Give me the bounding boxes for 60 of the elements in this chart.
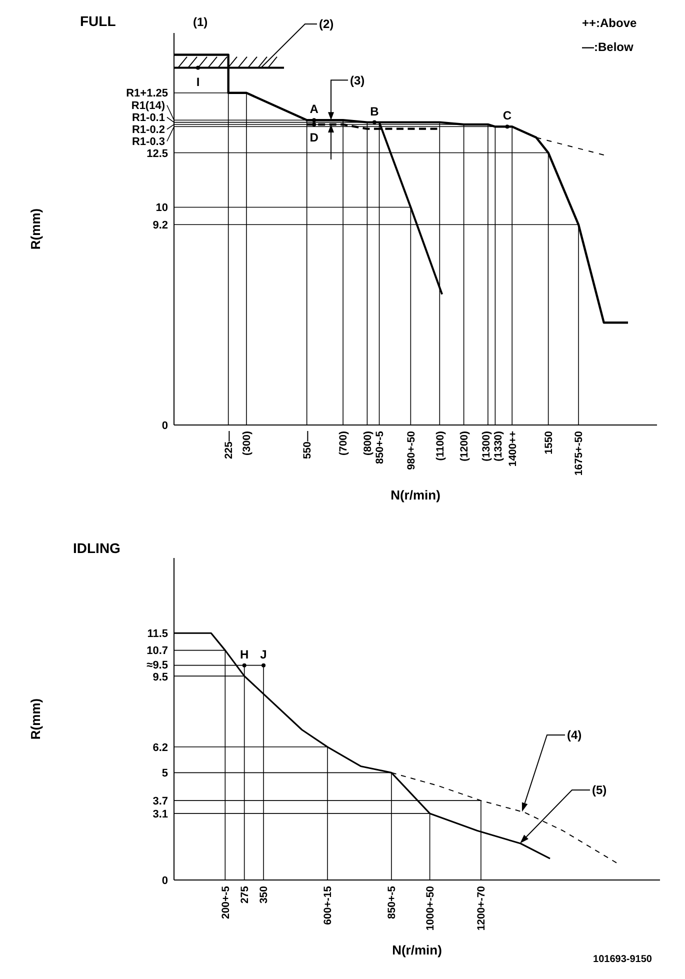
x-tick-label: 1400++ xyxy=(506,431,519,467)
x-tick-label: 600+-15 xyxy=(322,886,334,925)
chart-title: IDLING xyxy=(73,540,121,556)
x-tick-label: (1330) xyxy=(492,431,504,462)
text: 101693-9150 xyxy=(593,954,652,965)
x-tick-label: 1200+-70 xyxy=(476,886,488,931)
ref-line-label: ≈9.5 xyxy=(146,660,168,672)
y-tick-label: 0 xyxy=(162,874,168,887)
y-tick-label: 0 xyxy=(162,420,168,432)
x-tick-label: (700) xyxy=(338,431,350,456)
x-tick-label: 1550 xyxy=(543,430,555,454)
annotation: D xyxy=(310,130,319,144)
x-tick-label: 225— xyxy=(223,430,236,460)
ref-line-label: R1-0.2 xyxy=(132,124,165,136)
y-tick-label: 5 xyxy=(162,768,168,780)
y-tick-label: 3.7 xyxy=(152,795,168,808)
y-tick-label: 3.1 xyxy=(152,808,168,820)
x-tick-label: (300) xyxy=(241,431,254,456)
x-tick-label: 550— xyxy=(302,430,314,460)
x-tick-label: (1200) xyxy=(458,431,470,462)
text: (1) xyxy=(193,15,208,29)
x-tick-label: (800) xyxy=(362,431,374,456)
x-tick-label: 850+-5 xyxy=(374,430,386,464)
y-tick-label: 10.7 xyxy=(146,645,168,658)
annotation: H xyxy=(240,647,249,662)
x-tick-label: 1675+-50 xyxy=(573,430,586,476)
y-tick-label: 9.5 xyxy=(152,672,168,684)
x-tick-label: (1100) xyxy=(434,431,446,461)
text: (2) xyxy=(319,17,334,32)
ref-line-label: R1-0.3 xyxy=(132,136,165,148)
annotation: I xyxy=(196,74,200,89)
annotation: B xyxy=(370,104,380,118)
y-axis-title: R(mm) xyxy=(28,208,43,250)
x-tick-label: (1300) xyxy=(480,431,492,462)
x-tick-label: 275 xyxy=(239,886,252,904)
x-tick-label: 200+-5 xyxy=(220,886,232,919)
x-axis-title: N(r/min) xyxy=(392,942,442,958)
text: ++:Above xyxy=(582,16,638,30)
x-tick-label: 1000+-50 xyxy=(424,886,436,931)
y-tick-label: 12.5 xyxy=(146,148,168,160)
ref-line-label: R1-0.1 xyxy=(132,112,165,124)
y-tick-label: 9.2 xyxy=(152,219,168,232)
y-tick-label: 6.2 xyxy=(152,742,168,754)
annotation: (5) xyxy=(592,783,607,798)
annotation: —:Below xyxy=(582,40,634,54)
legend-label: R1(14) xyxy=(131,100,166,112)
chart-title: FULL xyxy=(80,13,116,29)
annotation: (4) xyxy=(567,728,582,742)
x-tick-label: 850+-5 xyxy=(386,886,398,919)
x-axis-title: N(r/min) xyxy=(390,487,440,502)
y-tick-label: 10 xyxy=(156,202,168,214)
y-axis-title: R(mm) xyxy=(28,698,43,740)
x-tick-label: 350 xyxy=(258,886,270,904)
annotation: (3) xyxy=(350,73,365,88)
x-tick-label: 980+-50 xyxy=(405,430,418,470)
y-tick-label: R1+1.25 xyxy=(126,88,168,100)
annotation: C xyxy=(502,108,512,123)
annotation: A xyxy=(310,102,319,116)
y-tick-label: 11.5 xyxy=(147,628,168,640)
annotation: J xyxy=(260,647,267,662)
